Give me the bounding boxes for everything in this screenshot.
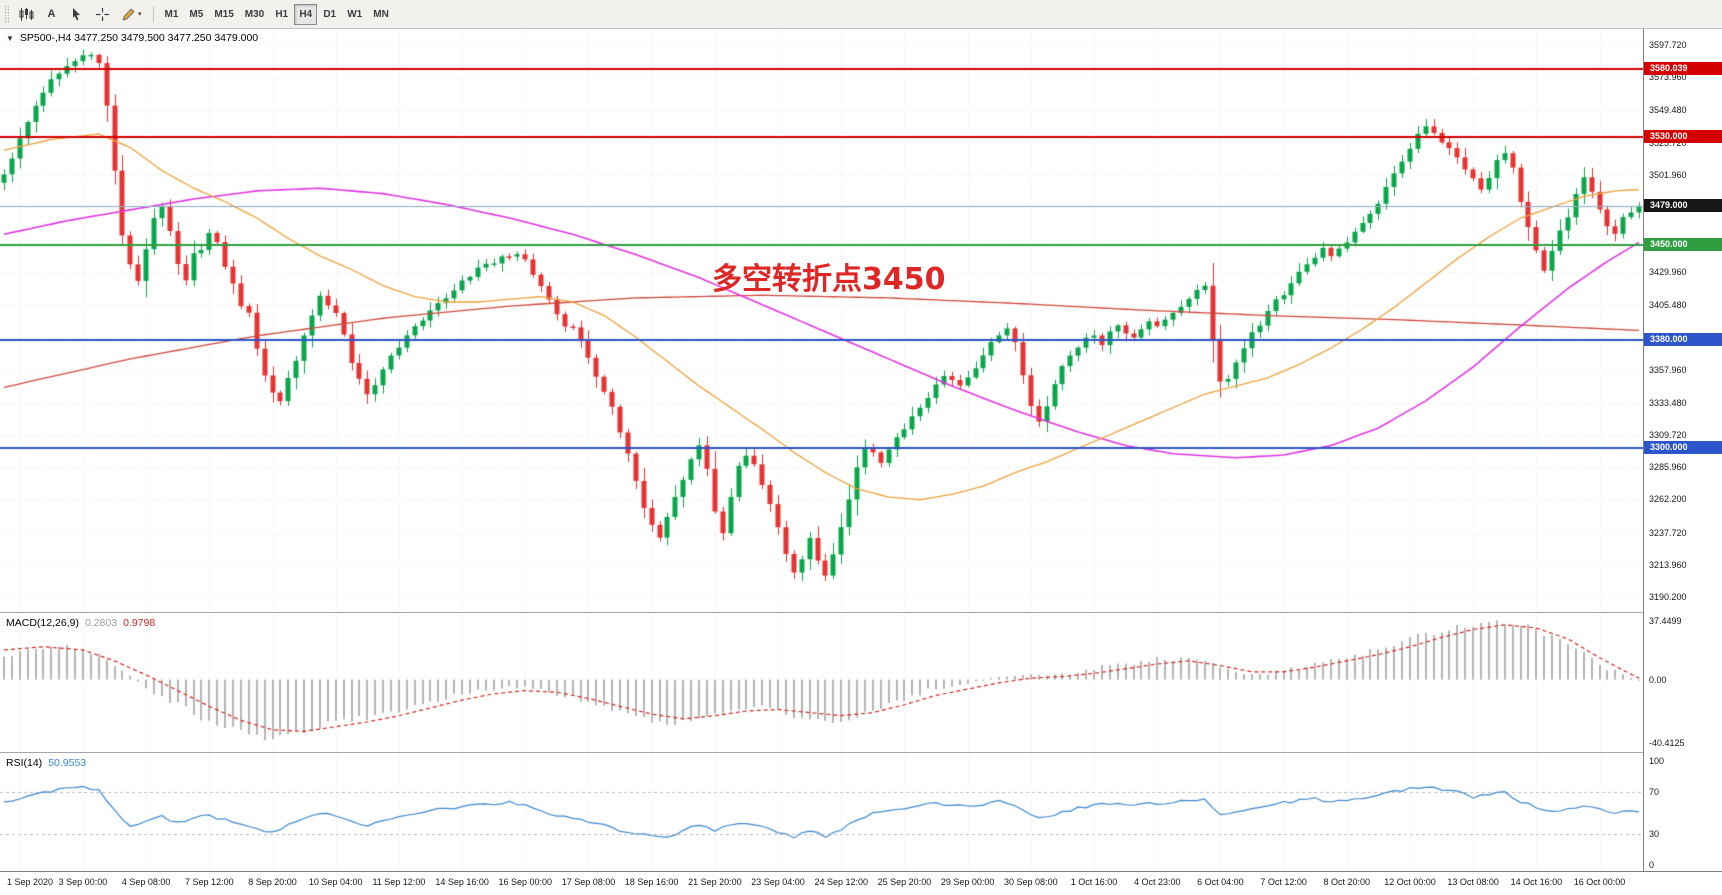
price-scale-tick: 3405.480 bbox=[1649, 300, 1687, 310]
time-scale-tick: 14 Oct 16:00 bbox=[1510, 877, 1563, 887]
price-scale-tick: 3357.960 bbox=[1649, 365, 1687, 375]
time-scale-tick: 17 Sep 08:00 bbox=[561, 877, 616, 887]
time-scale-tick: 13 Oct 08:00 bbox=[1447, 877, 1499, 887]
time-scale-tick: 12 Oct 00:00 bbox=[1384, 877, 1436, 887]
cursor-button[interactable] bbox=[64, 4, 89, 25]
chart-window: ▼ SP500-,H4 3477.250 3479.500 3477.250 3… bbox=[0, 28, 1722, 895]
price-scale-tick: 3213.960 bbox=[1649, 560, 1687, 570]
timeframe-button-mn[interactable]: MN bbox=[368, 4, 394, 25]
toolbar-separator bbox=[152, 5, 154, 23]
symbol-ohlc-label: ▼ SP500-,H4 3477.250 3479.500 3477.250 3… bbox=[6, 32, 258, 44]
time-scale-tick: 1 Oct 16:00 bbox=[1070, 877, 1118, 887]
timeframe-button-w1[interactable]: W1 bbox=[342, 4, 367, 25]
time-scale-tick: 16 Sep 00:00 bbox=[498, 877, 553, 887]
time-scale-tick: 24 Sep 12:00 bbox=[814, 877, 869, 887]
crosshair-icon bbox=[95, 7, 110, 22]
toolbar-gripper[interactable] bbox=[4, 5, 9, 23]
price-scale-tick: 3262.200 bbox=[1649, 494, 1687, 504]
text-tool-button[interactable]: A bbox=[40, 4, 63, 25]
time-scale-tick: 14 Sep 16:00 bbox=[435, 877, 489, 887]
charts-icon bbox=[19, 7, 34, 22]
time-scale-tick: 30 Sep 08:00 bbox=[1004, 877, 1058, 887]
time-scale-tick: 25 Sep 20:00 bbox=[877, 877, 932, 887]
time-scale-tick: 4 Oct 23:00 bbox=[1133, 877, 1181, 887]
time-axis[interactable]: 1 Sep 2020 3 Sep 00:00 4 Sep 08:00 7 Sep 12… bbox=[0, 871, 1722, 895]
price-scale-tick: 3429.960 bbox=[1649, 267, 1687, 277]
symbol-title: SP500-,H4 3477.250 3479.500 3477.250 347… bbox=[19, 32, 259, 44]
time-scale-tick: 29 Sep 00:00 bbox=[940, 877, 995, 887]
price-axis[interactable]: 3597.720 3573.960 3549.480 3525.720 3501.960… bbox=[1643, 28, 1722, 871]
price-scale-tick: 0.00 bbox=[1649, 675, 1667, 685]
price-scale-tick: 3333.480 bbox=[1649, 398, 1687, 408]
timeframe-button-m30[interactable]: M30 bbox=[240, 4, 269, 25]
price-tag-3479.000: 3479.000 bbox=[1644, 199, 1722, 212]
panel-splitter-rsi[interactable] bbox=[0, 752, 1722, 753]
timeframe-button-d1[interactable]: D1 bbox=[318, 4, 341, 25]
price-tag-3300.000: 3300.000 bbox=[1644, 441, 1722, 454]
draw-tools-icon bbox=[121, 7, 136, 22]
time-scale-tick: 8 Oct 20:00 bbox=[1323, 877, 1371, 887]
price-chart-canvas[interactable] bbox=[0, 28, 1643, 612]
price-scale-tick: 37.4499 bbox=[1649, 616, 1682, 626]
time-scale-tick: 1 Sep 2020 bbox=[6, 877, 54, 887]
time-scale-tick: 23 Sep 04:00 bbox=[751, 877, 805, 887]
time-scale-tick: 16 Oct 00:00 bbox=[1573, 877, 1626, 887]
rsi-value: 50.9553 bbox=[48, 757, 87, 769]
crosshair-button[interactable] bbox=[90, 4, 115, 25]
macd-canvas[interactable] bbox=[0, 613, 1643, 752]
time-scale-tick: 3 Sep 00:00 bbox=[58, 877, 108, 887]
price-scale-tick: 3597.720 bbox=[1649, 40, 1687, 50]
time-scale-tick: 11 Sep 12:00 bbox=[372, 877, 426, 887]
price-scale-tick: 100 bbox=[1649, 756, 1665, 766]
text-tool-icon: A bbox=[47, 8, 56, 20]
macd-value-main: 0.2803 bbox=[84, 617, 118, 629]
rsi-label: RSI(14) 50.9553 bbox=[6, 757, 86, 769]
price-scale-tick: 30 bbox=[1649, 829, 1660, 839]
timeframe-button-h1[interactable]: H1 bbox=[270, 4, 293, 25]
rsi-name: RSI(14) bbox=[6, 757, 43, 769]
chart-dropdown-icon[interactable]: ▼ bbox=[6, 33, 14, 43]
draw-tools-button[interactable]: ▾ bbox=[116, 4, 147, 25]
macd-value-signal: 0.9798 bbox=[123, 617, 156, 629]
price-scale-tick: -40.4125 bbox=[1649, 738, 1685, 748]
price-scale-tick: 0 bbox=[1649, 860, 1655, 870]
rsi-canvas[interactable] bbox=[0, 753, 1643, 871]
price-scale-tick: 3549.480 bbox=[1649, 105, 1687, 115]
annotation-text[interactable]: 多空转折点3450 bbox=[712, 262, 946, 297]
price-scale-tick: 3309.720 bbox=[1649, 430, 1687, 440]
price-scale-tick: 3525.720 bbox=[1649, 138, 1687, 148]
price-scale-tick: 3573.960 bbox=[1649, 72, 1687, 82]
macd-name: MACD(12,26,9) bbox=[6, 617, 79, 629]
price-tag-3530.000: 3530.000 bbox=[1644, 130, 1722, 143]
time-scale-tick: 6 Oct 04:00 bbox=[1197, 877, 1244, 887]
charts-button[interactable] bbox=[14, 4, 39, 25]
time-scale-tick: 21 Sep 20:00 bbox=[688, 877, 742, 887]
price-scale-tick: 3285.960 bbox=[1649, 462, 1687, 472]
price-tag-3580.039: 3580.039 bbox=[1644, 62, 1722, 75]
timeframe-button-m1[interactable]: M1 bbox=[160, 4, 184, 25]
time-scale-tick: 18 Sep 16:00 bbox=[624, 877, 679, 887]
timeframe-button-h4[interactable]: H4 bbox=[294, 3, 318, 25]
timeframe-button-m15[interactable]: M15 bbox=[209, 4, 238, 25]
price-scale-tick: 3237.720 bbox=[1649, 528, 1687, 538]
time-scale-tick: 8 Sep 20:00 bbox=[248, 877, 297, 887]
macd-label: MACD(12,26,9) 0.2803 0.9798 bbox=[6, 617, 155, 629]
price-tag-3450.000: 3450.000 bbox=[1644, 238, 1722, 251]
price-tag-3380.000: 3380.000 bbox=[1644, 333, 1722, 346]
cursor-icon bbox=[69, 7, 84, 22]
time-scale-tick: 4 Sep 08:00 bbox=[121, 877, 171, 887]
time-scale-tick: 10 Sep 04:00 bbox=[308, 877, 363, 887]
panel-splitter-macd[interactable] bbox=[0, 612, 1722, 613]
time-scale-tick: 7 Sep 12:00 bbox=[185, 877, 234, 887]
chevron-down-icon: ▾ bbox=[138, 11, 142, 18]
price-scale-tick: 70 bbox=[1649, 787, 1660, 797]
timeframe-button-m5[interactable]: M5 bbox=[184, 4, 208, 25]
toolbar: A ▾ M1 M5 M15 M30 H1 H4 D1 W1 MN bbox=[0, 0, 1722, 29]
time-scale-tick: 7 Oct 12:00 bbox=[1260, 877, 1307, 887]
price-scale-tick: 3501.960 bbox=[1649, 170, 1687, 180]
price-scale-tick: 3190.200 bbox=[1649, 592, 1687, 602]
